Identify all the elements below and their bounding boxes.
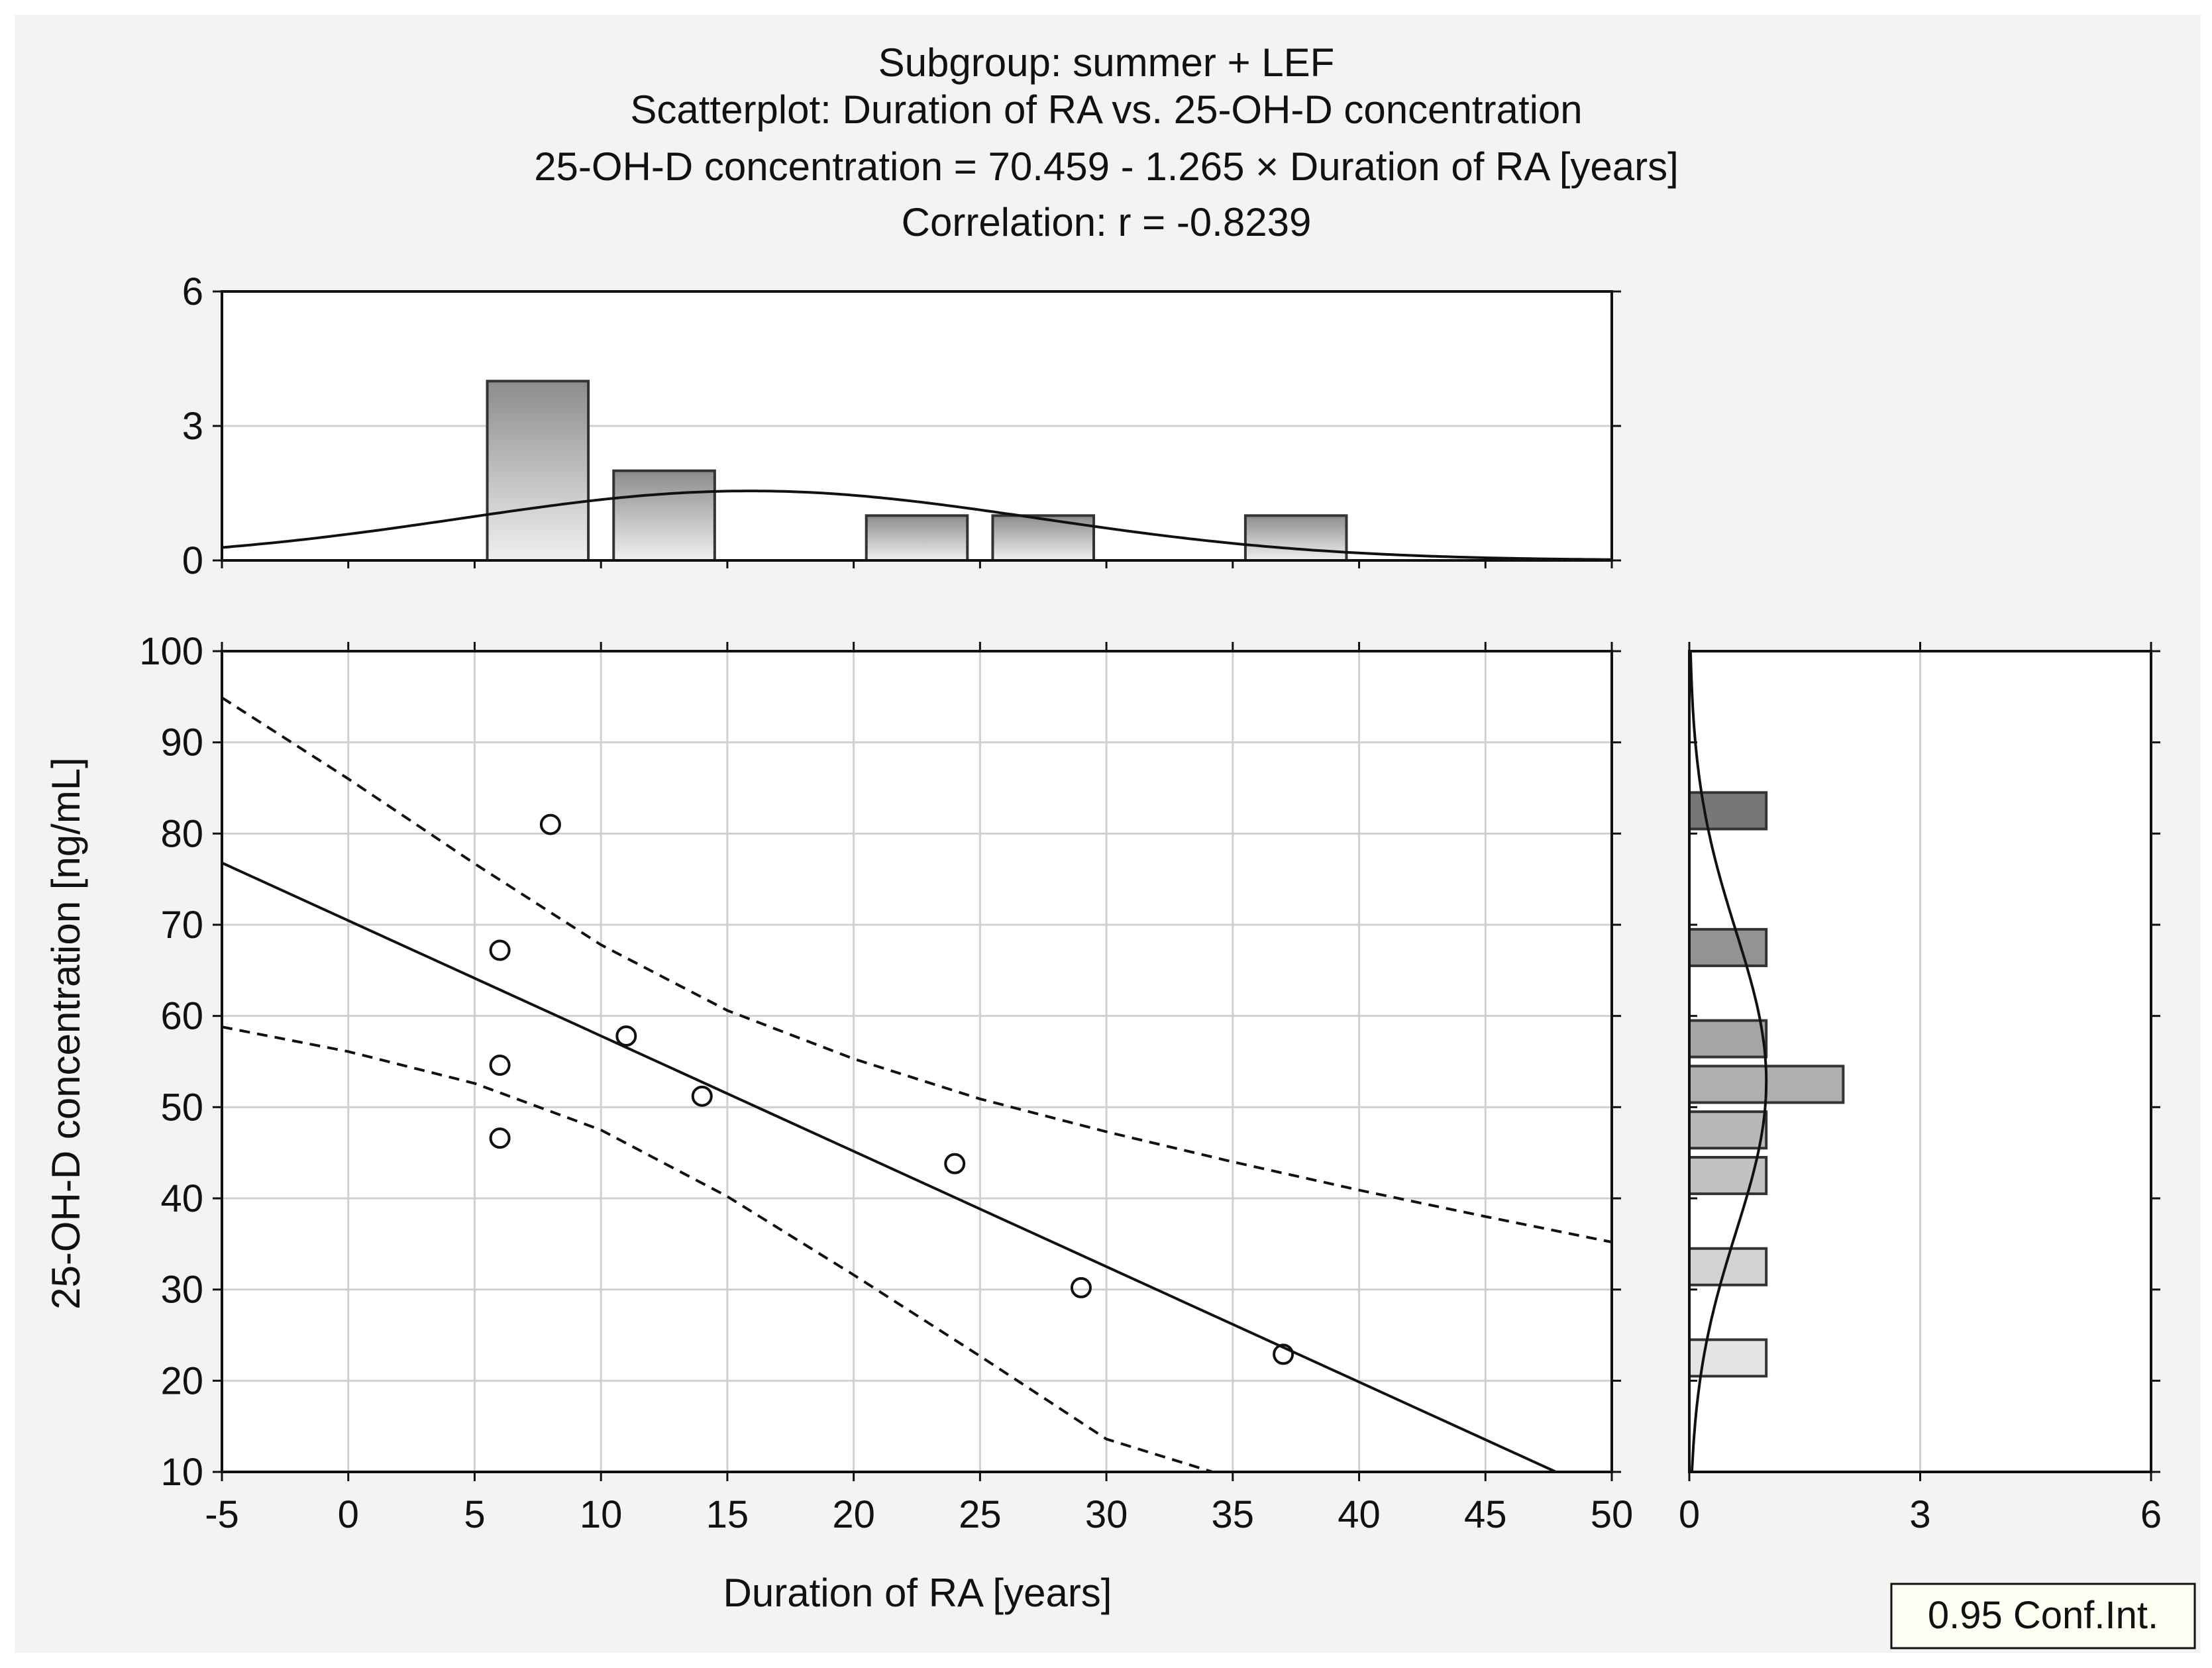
- top-hist-bar: [486, 380, 590, 560]
- y-tick-label: 80: [160, 812, 203, 855]
- x-tick-label: 30: [1085, 1493, 1128, 1536]
- right-histogram-content: [1689, 651, 1845, 1472]
- y-tick-label: 30: [160, 1269, 203, 1312]
- right-hist-tick-label: 0: [1679, 1493, 1700, 1536]
- x-tick-label: -5: [205, 1493, 239, 1536]
- y-axis-label: 25-OH-D concentration [ng/mL]: [44, 757, 88, 1310]
- right-hist-bar: [1689, 1110, 1768, 1150]
- right-histogram-frame: [1688, 650, 2152, 1473]
- chart-title-line-2: Scatterplot: Duration of RA vs. 25-OH-D …: [630, 87, 1582, 132]
- y-tick-label: 10: [160, 1451, 203, 1494]
- ci-lower-line: [222, 1025, 1213, 1472]
- top-hist-bar: [1243, 514, 1348, 560]
- data-point: [489, 1127, 511, 1149]
- chart-title-block: Subgroup: summer + LEF Scatterplot: Dura…: [534, 40, 1679, 244]
- scatter-plot-content: [222, 696, 1612, 1472]
- data-point: [489, 939, 511, 961]
- x-tick-label: 20: [832, 1493, 875, 1536]
- top-hist-tick-label: 6: [182, 270, 203, 313]
- x-tick-label: 35: [1212, 1493, 1255, 1536]
- legend-label: 0.95 Conf.Int.: [1928, 1594, 2158, 1637]
- y-tick-label: 60: [160, 995, 203, 1038]
- right-hist-bar: [1689, 791, 1768, 831]
- x-tick-label: 40: [1338, 1493, 1381, 1536]
- top-hist-normal-curve: [222, 490, 1612, 560]
- x-tick-label: 10: [580, 1493, 623, 1536]
- y-tick-label: 70: [160, 904, 203, 947]
- legend-box: [1890, 1583, 2196, 1649]
- regression-line: [222, 861, 1559, 1472]
- ci-upper-line: [222, 696, 1612, 1244]
- right-hist-bar: [1689, 927, 1768, 967]
- top-hist-tick-label: 3: [182, 405, 203, 448]
- right-hist-tick-label: 3: [1909, 1493, 1930, 1536]
- top-histogram-content: [222, 380, 1612, 560]
- data-point: [615, 1025, 637, 1047]
- right-hist-tick-label: 6: [2140, 1493, 2162, 1536]
- scatter-plot-frame: [221, 650, 1613, 1473]
- data-point: [1070, 1277, 1092, 1298]
- x-tick-label: 0: [338, 1493, 359, 1536]
- x-axis-label: Duration of RA [years]: [723, 1571, 1112, 1615]
- top-hist-bar: [865, 514, 969, 560]
- scatter-panel: -5 0 5 10 15 20 25 30 35 40 45 50 10 20 30 40 50 60 70 80 90…: [139, 630, 1633, 1536]
- data-point: [691, 1085, 713, 1107]
- top-histogram-frame: [221, 290, 1613, 562]
- y-tick-label: 50: [160, 1086, 203, 1129]
- right-hist-bar: [1689, 1019, 1768, 1059]
- top-histogram-panel: 0 3 6: [182, 270, 1621, 582]
- legend: 0.95 Conf.Int.: [1890, 1583, 2196, 1649]
- data-point: [944, 1153, 966, 1174]
- top-hist-bar: [991, 514, 1096, 560]
- data-point: [539, 813, 561, 835]
- y-tick-label: 90: [160, 721, 203, 764]
- y-tick-label: 40: [160, 1177, 203, 1220]
- y-tick-label: 100: [139, 630, 203, 673]
- x-tick-label: 25: [959, 1493, 1002, 1536]
- right-hist-normal-curve: [1689, 651, 1768, 1472]
- scatter-plot-area: [222, 651, 1612, 1472]
- top-hist-bar: [612, 469, 716, 560]
- top-hist-tick-label: 0: [182, 539, 203, 582]
- data-point: [1273, 1343, 1294, 1365]
- x-tick-label: 15: [706, 1493, 749, 1536]
- chart-title-line-1: Subgroup: summer + LEF: [878, 40, 1335, 85]
- chart-title-line-3: 25-OH-D concentration = 70.459 - 1.265 ×…: [534, 144, 1679, 189]
- x-tick-label: 50: [1591, 1493, 1634, 1536]
- chart-title-line-4: Correlation: r = -0.8239: [902, 200, 1312, 244]
- data-point: [489, 1055, 511, 1076]
- x-tick-label: 45: [1464, 1493, 1507, 1536]
- x-tick-label: 5: [464, 1493, 485, 1536]
- right-hist-bar: [1689, 1247, 1768, 1286]
- y-tick-label: 20: [160, 1359, 203, 1402]
- right-histogram-panel: 0 3 6: [1679, 642, 2162, 1536]
